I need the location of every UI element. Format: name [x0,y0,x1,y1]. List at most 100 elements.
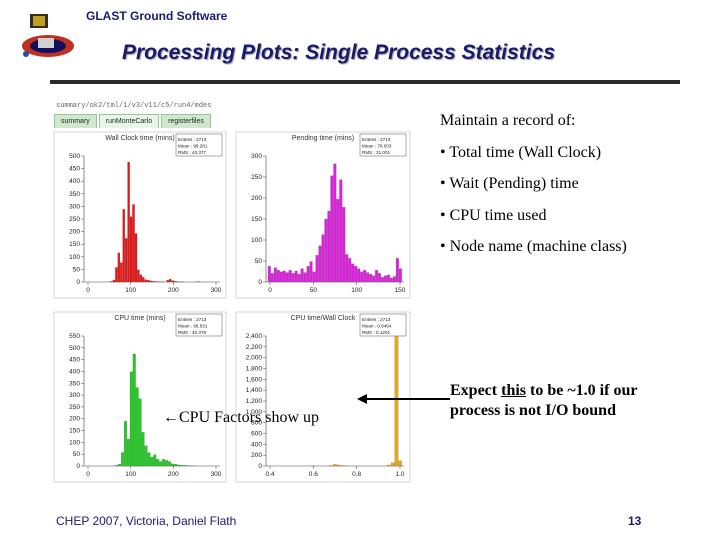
stats-box [175,313,223,337]
y-tick-label: 2,200 [246,344,263,351]
y-tick-label: 250 [69,216,80,223]
histogram-bar [137,269,140,283]
y-tick-label: 350 [69,380,80,387]
histogram-bar [329,465,333,467]
y-tick-label: 200 [251,195,262,202]
histogram-bar [315,255,319,283]
x-tick-label: 200 [168,287,179,294]
histogram-bar [398,268,402,283]
y-tick-label: 800 [251,420,262,427]
histogram-bar [144,445,148,467]
y-tick-label: 600 [251,431,262,438]
y-tick-label: 100 [69,439,80,446]
x-tick-label: 0 [268,287,272,294]
y-tick-label: 200 [251,452,262,459]
title-divider [50,80,680,84]
record-item: • Wait (Pending) time [440,175,579,192]
y-tick-label: 150 [69,241,80,248]
histogram-bar [159,461,163,467]
histogram-bar [132,204,135,283]
histogram-bar [126,439,130,467]
y-tick-label: 300 [69,203,80,210]
y-tick-label: 0 [76,463,80,470]
histogram-bar [345,254,349,283]
histogram-bar [151,281,155,283]
histogram-bar [169,278,172,283]
y-tick-label: 450 [69,357,80,364]
y-tick-label: 100 [69,254,80,261]
histogram-bar [282,270,286,283]
plot-frame [235,311,411,483]
histogram-bar [182,465,186,467]
histogram-bar [135,387,139,467]
histogram-bar [297,274,301,283]
stats-line: RMS : 31.001 [362,150,391,155]
histogram-bar [127,161,130,283]
stats-line: Entries : 2713 [178,137,207,142]
glast-logo [22,14,74,57]
plot-title: CPU time (mins) [114,315,165,322]
histogram-bar [171,280,174,283]
x-tick-label: 1.0 [395,471,404,478]
histogram-bar [369,274,373,283]
histogram-bar [125,238,128,283]
record-list: Maintain a record of: • Total time (Wall… [440,112,627,270]
histogram-bar [144,279,147,283]
histogram-bar [389,277,393,283]
histogram-bar [321,234,325,283]
y-tick-label: 500 [69,153,80,160]
histogram-bar [375,270,378,283]
histogram-bar [342,207,346,283]
x-tick-label: 50 [310,287,318,294]
breadcrumb: summary/ok2/tml/1/v3/v11/c5/run4/mdes [56,102,212,110]
histogram-bar [330,175,334,283]
histogram-bar [153,454,157,467]
histogram-bar [115,267,118,283]
y-tick-label: 1,600 [246,376,263,383]
y-tick-label: 2,000 [246,355,263,362]
x-tick-label: 0 [86,287,90,294]
plot-title: Wall Clock time (mins) [105,135,174,142]
y-tick-label: 300 [251,153,262,160]
histogram-bar [110,281,113,283]
histogram-bar [360,271,364,283]
stats-box [359,133,407,157]
histogram-bar [139,274,143,283]
histogram-bar [124,421,127,467]
histogram-bar [294,270,298,283]
histogram-bar [394,335,399,467]
y-tick-label: 300 [69,392,80,399]
record-item: • Total time (Wall Clock) [440,143,602,161]
y-tick-label: 1,000 [246,409,263,416]
histogram-bar [312,271,316,283]
y-tick-label: 0 [258,279,262,286]
y-tick-label: 400 [251,441,262,448]
histogram-bar [336,199,340,283]
y-tick-label: 450 [69,166,80,173]
y-tick-label: 50 [73,451,81,458]
embedded-screenshot: summary/ok2/tml/1/v3/v11/c5/run4/mdes su… [50,100,420,485]
x-tick-label: 0.8 [352,471,361,478]
histogram-bar [357,268,361,283]
y-tick-label: 250 [251,174,262,181]
y-tick-label: 550 [69,333,80,340]
record-item: • Node name (machine class) [440,238,627,255]
cpu-factors-note: ←CPU Factors show up [163,409,320,426]
tab-bar: summary runMonteCarlo registerfiles [54,114,211,128]
tab-summary[interactable]: summary [54,114,97,128]
plot-frame [53,131,227,299]
plot-title: CPU time/Wall Clock [291,315,356,322]
stats-line: RMS : 40.377 [178,150,207,155]
x-tick-label: 100 [351,287,362,294]
histogram-bar [392,276,396,283]
tab-registerfiles[interactable]: registerfiles [161,114,211,128]
stats-box [359,313,407,337]
x-tick-label: 200 [168,471,179,478]
stats-line: Mean : 0.9464 [362,324,392,329]
y-tick-label: 1,200 [246,398,263,405]
tab-runmontecarlo[interactable]: runMonteCarlo [98,114,160,128]
stats-line: RMS : 0.1201 [362,330,391,335]
x-tick-label: 0.4 [265,471,274,478]
histogram-bar [149,280,152,283]
stats-line: Entries : 2713 [178,317,207,322]
